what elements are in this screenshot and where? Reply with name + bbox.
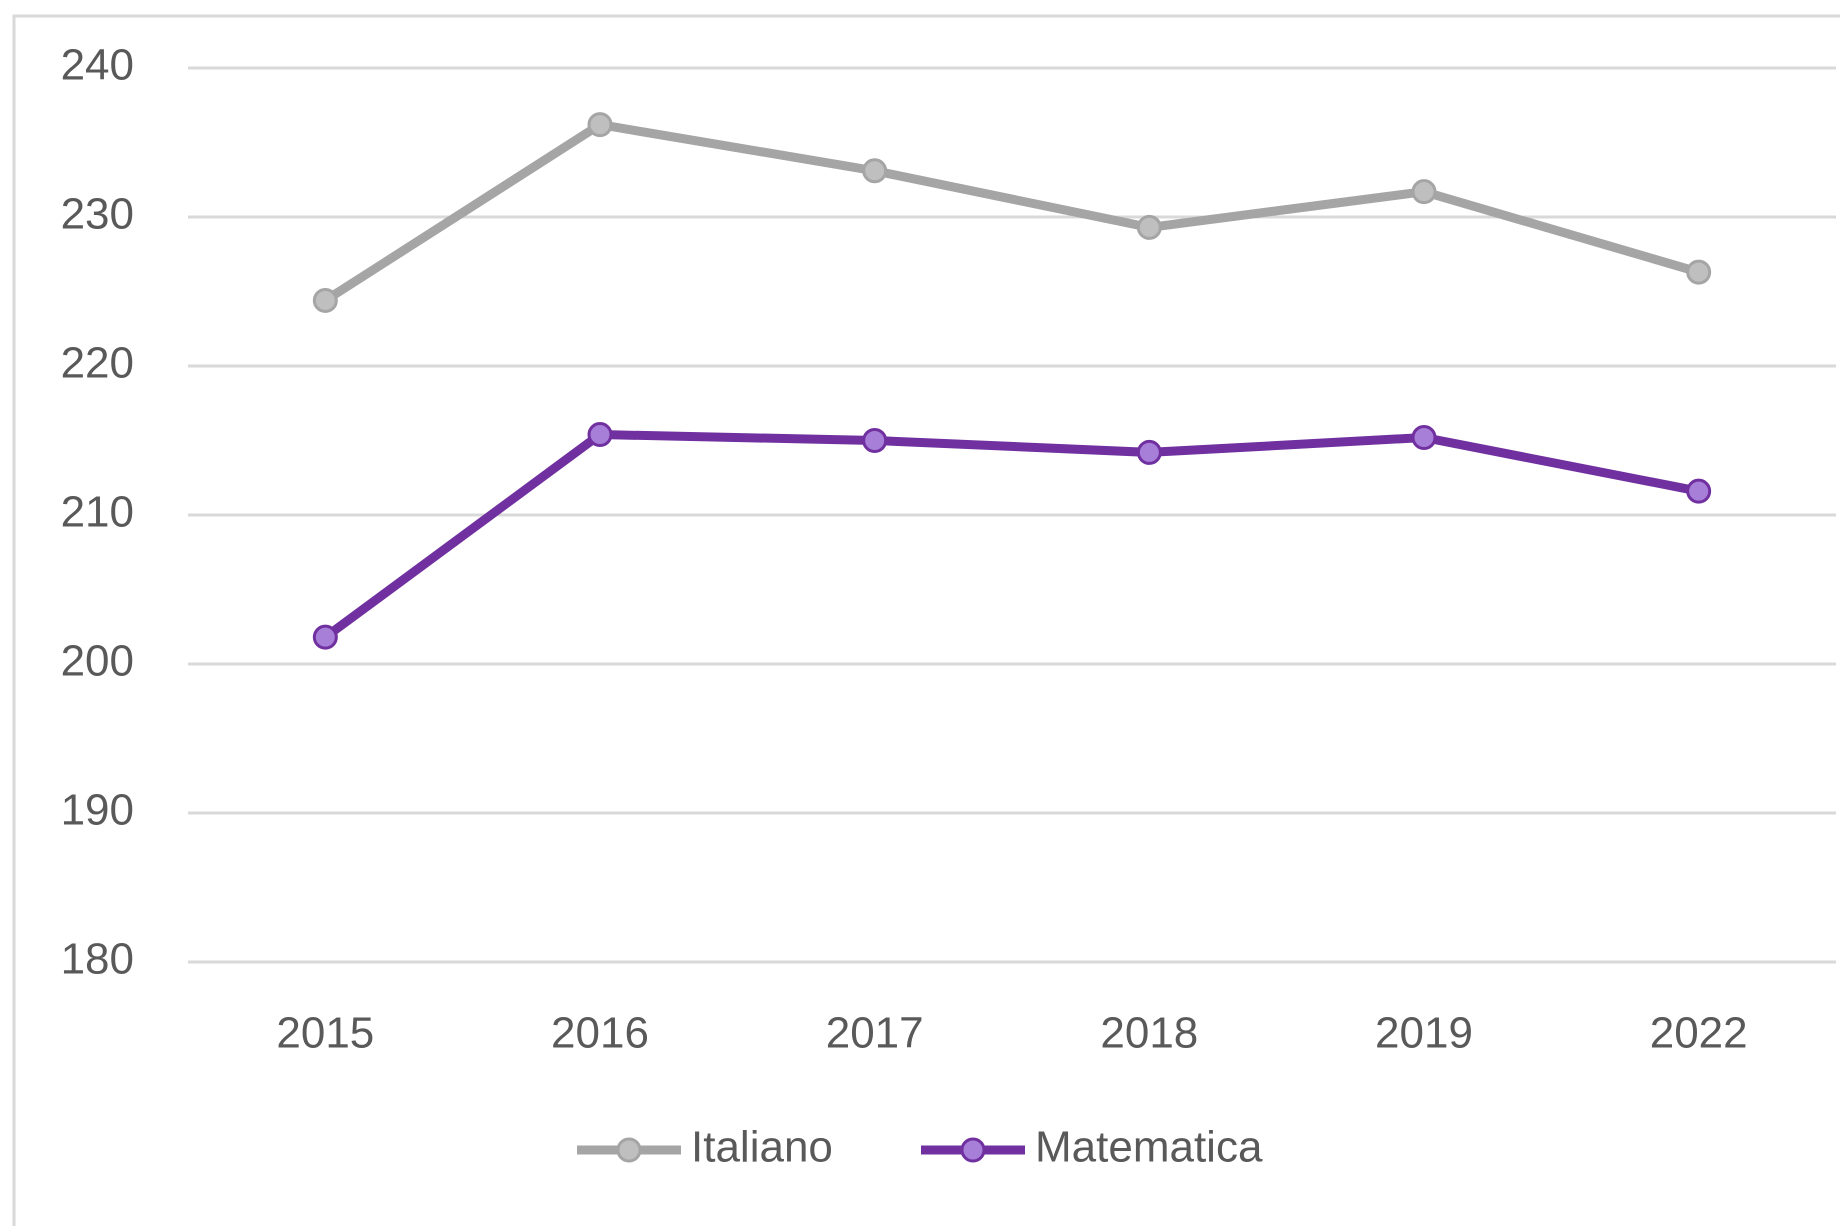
point [587, 422, 613, 448]
x-tick-label: 2017 [826, 1009, 924, 1058]
legend-label: Italiano [691, 1123, 833, 1172]
legend-marker [616, 1137, 642, 1163]
point [312, 287, 338, 313]
y-tick-label: 190 [61, 786, 134, 835]
series-line [322, 120, 1700, 305]
legend-label: Matematica [1035, 1123, 1263, 1172]
y-tick-label: 180 [61, 935, 134, 984]
x-tick-label: 2022 [1650, 1009, 1748, 1058]
point [1686, 259, 1712, 285]
x-tick-label: 2019 [1375, 1009, 1473, 1058]
legend-marker [960, 1137, 986, 1163]
x-tick-label: 2015 [276, 1009, 374, 1058]
chart-frame [12, 14, 1840, 1226]
point [1411, 179, 1437, 205]
x-tick-label: 2016 [551, 1009, 649, 1058]
point [587, 112, 613, 138]
point [862, 428, 888, 453]
y-tick-label: 200 [61, 637, 134, 686]
y-tick-label: 230 [61, 190, 134, 239]
point [1686, 478, 1712, 504]
point [312, 624, 338, 650]
point [1411, 425, 1437, 451]
y-tick-label: 210 [61, 488, 134, 537]
point [1136, 214, 1162, 240]
x-tick-label: 2018 [1100, 1009, 1198, 1058]
series-line [322, 430, 1700, 641]
y-tick-label: 220 [61, 339, 134, 388]
point [1136, 439, 1162, 465]
y-tick-label: 240 [61, 41, 134, 90]
point [862, 158, 888, 184]
